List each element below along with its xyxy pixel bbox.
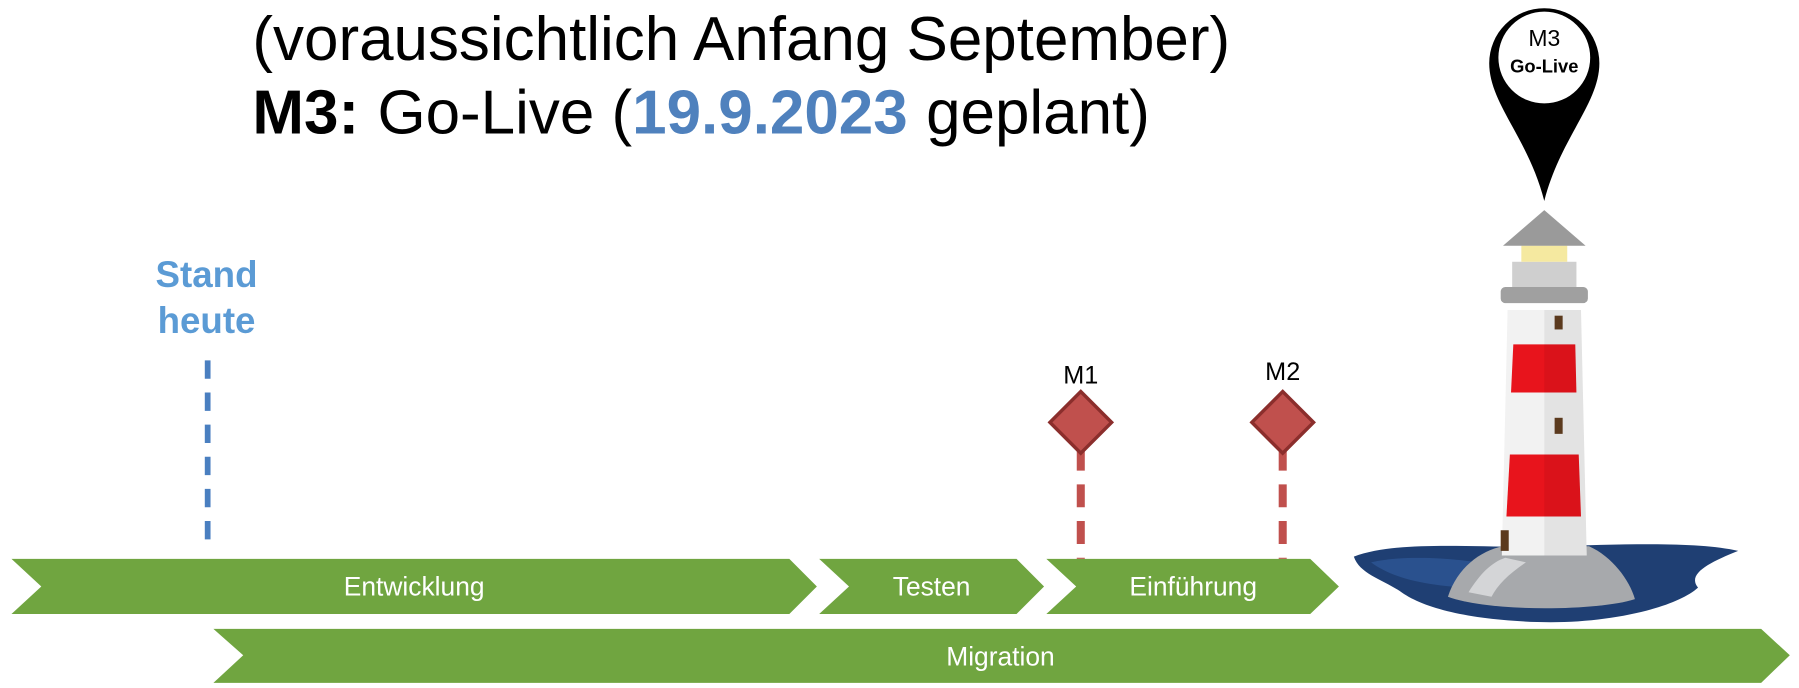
today-label: heute bbox=[158, 300, 256, 341]
today-label: Stand bbox=[156, 254, 258, 295]
page: {"header": {"line1": "(voraussichtlich A… bbox=[0, 0, 1799, 683]
pin-sublabel: Go-Live bbox=[1510, 55, 1578, 76]
phase-label: Einführung bbox=[1129, 572, 1257, 602]
phase-label: Migration bbox=[946, 642, 1054, 672]
milestone-diamond bbox=[1252, 392, 1314, 454]
lighthouse bbox=[1354, 210, 1738, 622]
milestone-diamond bbox=[1050, 392, 1112, 454]
header-line: (voraussichtlich Anfang September) bbox=[252, 5, 1230, 74]
date: 19.9.2023 bbox=[632, 78, 908, 147]
header-line: M3: Go-Live (19.9.2023 geplant) bbox=[252, 78, 1149, 147]
event-text: Go-Live ( bbox=[377, 78, 632, 147]
milestone-name: M3: bbox=[252, 78, 359, 147]
pin-label: M3 bbox=[1528, 25, 1560, 51]
diagram: (voraussichtlich Anfang September) M3: Go… bbox=[0, 0, 1799, 683]
phase-label: Entwicklung bbox=[344, 572, 485, 602]
milestone-label: M1 bbox=[1063, 361, 1098, 389]
milestone-label: M2 bbox=[1265, 358, 1300, 386]
phase-label: Testen bbox=[893, 572, 971, 602]
event-suffix: geplant) bbox=[926, 78, 1150, 147]
